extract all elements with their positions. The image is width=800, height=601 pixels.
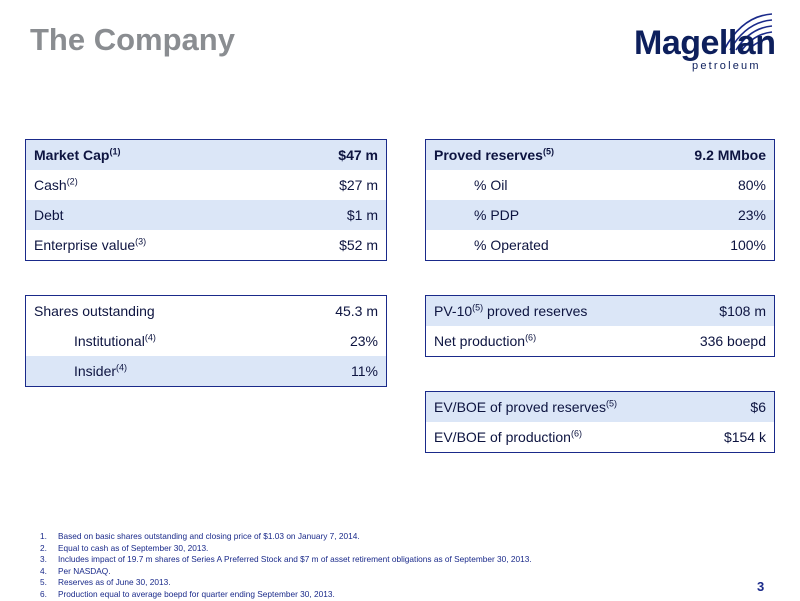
row-label: PV-10(5) proved reserves	[425, 295, 661, 326]
row-value: 45.3 m	[335, 303, 378, 319]
row-label: Proved reserves(5)	[425, 139, 638, 170]
footnote: 5. Reserves as of June 30, 2013.	[40, 577, 171, 588]
row-label: EV/BOE of production(6)	[434, 428, 582, 445]
table-row: PV-10(5) proved reserves $108 m	[425, 295, 775, 326]
table-row: % PDP 23%	[425, 200, 775, 230]
footnote: 4. Per NASDAQ.	[40, 565, 111, 576]
footnotes: 1. Based on basic shares outstanding and …	[40, 531, 532, 601]
row-value: $154 k	[723, 429, 766, 445]
ev-boe-table: EV/BOE of proved reserves(5) $6 EV/BOE o…	[425, 391, 775, 453]
row-value: $52 m	[339, 237, 378, 253]
row-value: 23%	[349, 333, 378, 349]
slide-title: The Company	[30, 22, 235, 57]
table-row: Institutional(4) 23%	[26, 326, 387, 356]
table-row: EV/BOE of proved reserves(5) $6	[425, 391, 775, 422]
pv10-table: PV-10(5) proved reserves $108 m Net prod…	[425, 295, 775, 357]
row-label: Net production(6)	[434, 332, 537, 349]
row-label: % PDP	[425, 200, 638, 230]
magellan-logo: Magellan petroleum	[630, 6, 780, 76]
market-cap-table: Market Cap(1) $47 m Cash(2) $27 m Debt $…	[25, 139, 387, 261]
row-value: 100%	[730, 237, 766, 253]
row-value: 11%	[278, 356, 387, 387]
table-row: Proved reserves(5) 9.2 MMboe	[425, 139, 775, 170]
footnote: 1. Based on basic shares outstanding and …	[40, 531, 360, 541]
logo-subtitle: petroleum	[692, 60, 761, 72]
row-value: 336 boepd	[699, 333, 766, 349]
row-value: $27 m	[339, 177, 378, 193]
row-label: Shares outstanding	[34, 303, 155, 319]
row-label: Debt	[25, 200, 277, 230]
logo-wordmark: Magellan	[634, 24, 776, 62]
shares-table: Shares outstanding 45.3 m Institutional(…	[25, 295, 387, 387]
row-label: EV/BOE of proved reserves(5)	[425, 391, 696, 422]
table-row: Market Cap(1) $47 m	[25, 139, 387, 170]
row-value: $47 m	[276, 139, 387, 170]
logo-arc-icon	[723, 13, 773, 51]
table-row: Shares outstanding 45.3 m	[26, 296, 387, 327]
footnote: 6. Production equal to average boepd for …	[40, 588, 335, 599]
page-number: 3	[757, 579, 765, 594]
table-row: Insider(4) 11%	[25, 356, 387, 387]
row-value: $108 m	[660, 295, 775, 326]
table-row: % Operated 100%	[426, 230, 775, 261]
footnote: 3. Includes impact of 19.7 m shares of Se…	[40, 554, 532, 565]
row-label: Cash(2)	[34, 176, 78, 193]
table-row: Debt $1 m	[25, 200, 387, 230]
table-row: % Oil 80%	[426, 170, 775, 200]
row-value: $6	[695, 391, 775, 422]
table-row: Cash(2) $27 m	[26, 170, 387, 200]
row-label: Enterprise value(3)	[34, 236, 147, 253]
table-row: Enterprise value(3) $52 m	[26, 230, 387, 261]
row-value: 23%	[637, 200, 775, 230]
footnote: 2. Equal to cash as of September 30, 2013…	[40, 542, 209, 553]
row-value: $1 m	[276, 200, 387, 230]
row-label: Market Cap(1)	[25, 139, 277, 170]
row-value: 9.2 MMboe	[637, 139, 775, 170]
row-label: Insider(4)	[25, 356, 279, 387]
row-value: 80%	[737, 177, 766, 193]
row-label: % Oil	[474, 177, 508, 193]
table-row: Net production(6) 336 boepd	[426, 326, 775, 357]
row-label: Institutional(4)	[74, 332, 156, 349]
row-label: % Operated	[474, 237, 549, 253]
reserves-table: Proved reserves(5) 9.2 MMboe % Oil 80% %…	[425, 139, 775, 261]
table-row: EV/BOE of production(6) $154 k	[426, 422, 775, 453]
